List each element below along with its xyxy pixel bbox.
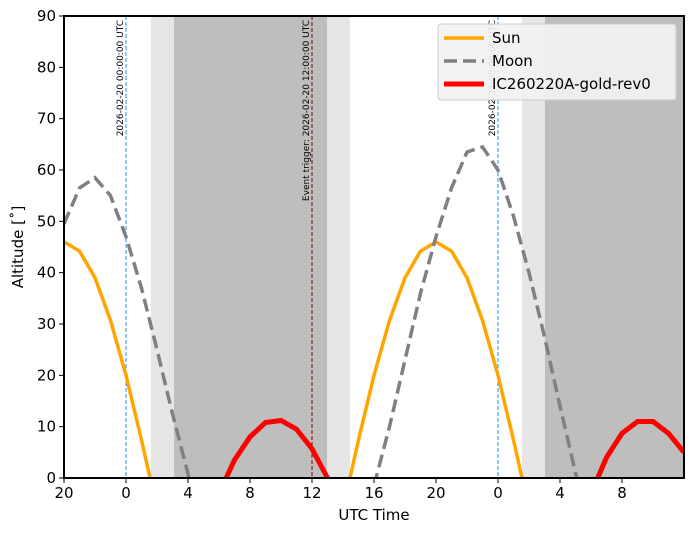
y-tick-label: 80 <box>37 58 56 76</box>
y-tick-label: 10 <box>37 418 56 436</box>
y-tick-label: 70 <box>37 110 56 128</box>
y-tick-label: 90 <box>37 7 56 25</box>
series-line <box>223 417 684 478</box>
y-tick-label: 0 <box>46 469 56 487</box>
y-axis-label: Altitude [˚] <box>9 206 27 289</box>
x-tick-label: 0 <box>493 484 503 502</box>
x-tick-label: 4 <box>555 484 565 502</box>
x-tick-label: 8 <box>245 484 255 502</box>
marker-label: Event trigger: 2026-02-20 12:00:00 UTC <box>302 20 312 201</box>
marker-label: 2026-02-20 00:00:00 UTC <box>116 20 126 136</box>
y-tick-label: 60 <box>37 161 56 179</box>
x-tick-label: 16 <box>364 484 383 502</box>
y-tick-label: 40 <box>37 264 56 282</box>
legend-box <box>437 23 677 101</box>
x-tick-label: 20 <box>426 484 445 502</box>
series-line <box>64 144 579 478</box>
y-tick-label: 20 <box>37 366 56 384</box>
x-tick-label: 0 <box>121 484 131 502</box>
x-tick-label: 8 <box>617 484 627 502</box>
legend: Sun Moon IC260220A-gold-rev0 <box>437 23 677 101</box>
y-tick-label: 50 <box>37 212 56 230</box>
x-tick-label: 20 <box>54 484 73 502</box>
plot-frame <box>63 15 685 479</box>
x-axis-label: UTC Time <box>338 506 409 524</box>
y-tick-label: 30 <box>37 315 56 333</box>
legend-label: IC260220A-gold-rev0 <box>492 75 651 93</box>
x-tick-label: 12 <box>302 484 321 502</box>
night-shade <box>174 16 328 478</box>
legend-label: Sun <box>492 29 521 47</box>
x-tick-label: 4 <box>183 484 193 502</box>
legend-label: Moon <box>492 52 533 70</box>
